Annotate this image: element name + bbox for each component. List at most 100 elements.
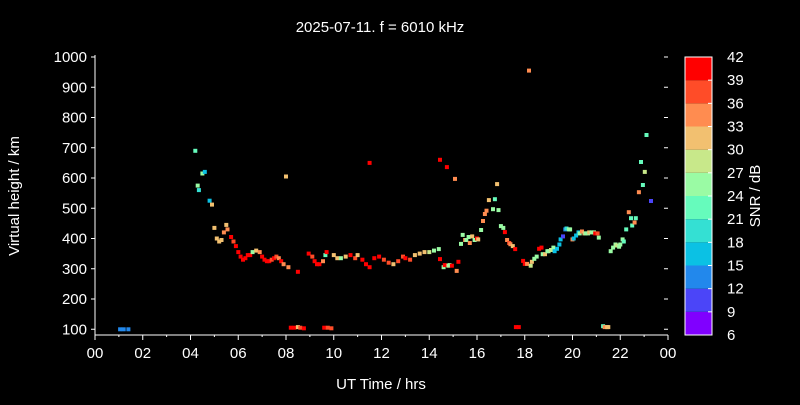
data-point [540,252,545,257]
data-point [310,254,315,259]
data-point [589,230,594,235]
data-point [501,225,506,230]
data-point [231,239,236,244]
data-point [449,263,454,268]
x-tick-label: 20 [564,345,581,362]
data-point [257,250,262,255]
data-point [335,256,340,261]
colorbar-tick-label: 21 [727,211,744,228]
data-point [447,263,452,268]
data-point [546,249,551,254]
data-point [325,325,330,330]
data-point [606,325,611,330]
data-point [593,231,598,236]
data-point [611,245,616,250]
data-point [121,327,126,332]
data-point [639,160,643,164]
data-point [459,241,463,246]
data-point [254,248,259,253]
colorbar-swatch [685,288,712,312]
data-point [529,259,534,264]
data-point [505,238,510,242]
data-point [618,242,623,247]
colorbar-tick-label: 18 [727,234,744,251]
data-point [491,207,495,212]
data-point [202,169,207,174]
data-point [630,223,635,228]
data-point [355,253,360,258]
data-point [295,269,300,274]
data-point [453,176,457,181]
data-point [498,224,503,229]
data-point [470,234,475,239]
data-point [403,256,408,261]
data-point [587,230,592,235]
x-tick-label: 14 [421,345,438,362]
data-point [558,237,563,242]
data-point [269,257,274,262]
data-point [621,239,626,244]
data-point [207,198,212,203]
data-point [528,263,533,268]
data-point [624,227,629,232]
colorbar-label: SNR / dB [747,165,764,228]
y-axis-label: Virtual height / km [6,136,23,256]
colorbar-tick-label: 33 [727,119,744,136]
colorbar-tick-label: 36 [727,95,744,112]
data-point [571,236,576,241]
data-point [502,230,507,235]
colorbar-swatch [685,265,712,289]
data-point [441,265,446,270]
y-tick-label: 500 [62,200,87,217]
data-point [417,251,422,256]
axes: 00 02 04 06 08 10 12 14 16 18 20 22 0010020030040050… [54,49,677,362]
data-point [329,326,334,331]
data-point [292,325,297,330]
data-point [602,325,607,330]
colorbar-swatch [685,172,712,196]
data-point [481,219,485,223]
data-point [321,259,325,264]
data-point [260,254,265,259]
data-point [486,198,491,203]
data-point [438,257,442,262]
data-point [367,160,372,165]
data-point [472,238,477,242]
data-point [233,244,238,249]
data-points [118,68,653,332]
data-point [640,183,645,187]
data-point [338,256,343,261]
colorbar-tick-label: 42 [727,49,744,66]
chart-title: 2025-07-11. f = 6010 kHz [296,19,465,36]
data-point [537,246,542,251]
colorbar-swatch [685,219,712,243]
colorbar-tick-label: 15 [727,258,744,275]
data-point [555,246,559,251]
data-point [317,262,322,267]
data-point [364,262,368,267]
data-point [552,249,557,254]
data-point [561,234,565,239]
data-point [214,236,219,241]
y-tick-label: 300 [62,261,87,278]
x-tick-label: 16 [469,345,486,362]
y-tick-label: 900 [62,79,87,96]
data-point [118,327,123,332]
data-point [322,325,327,330]
data-point [217,239,222,244]
data-point [642,169,647,174]
x-tick-label: 18 [516,345,533,362]
data-point [210,202,214,207]
data-point [557,242,562,247]
data-point [564,226,569,231]
data-point [608,249,613,254]
data-point [391,262,396,267]
data-point [432,248,436,253]
data-point [636,190,641,195]
data-point [492,197,497,202]
data-point [595,231,600,236]
data-point [495,182,500,187]
data-point [281,262,286,267]
data-point [614,243,619,248]
data-point [479,228,484,232]
